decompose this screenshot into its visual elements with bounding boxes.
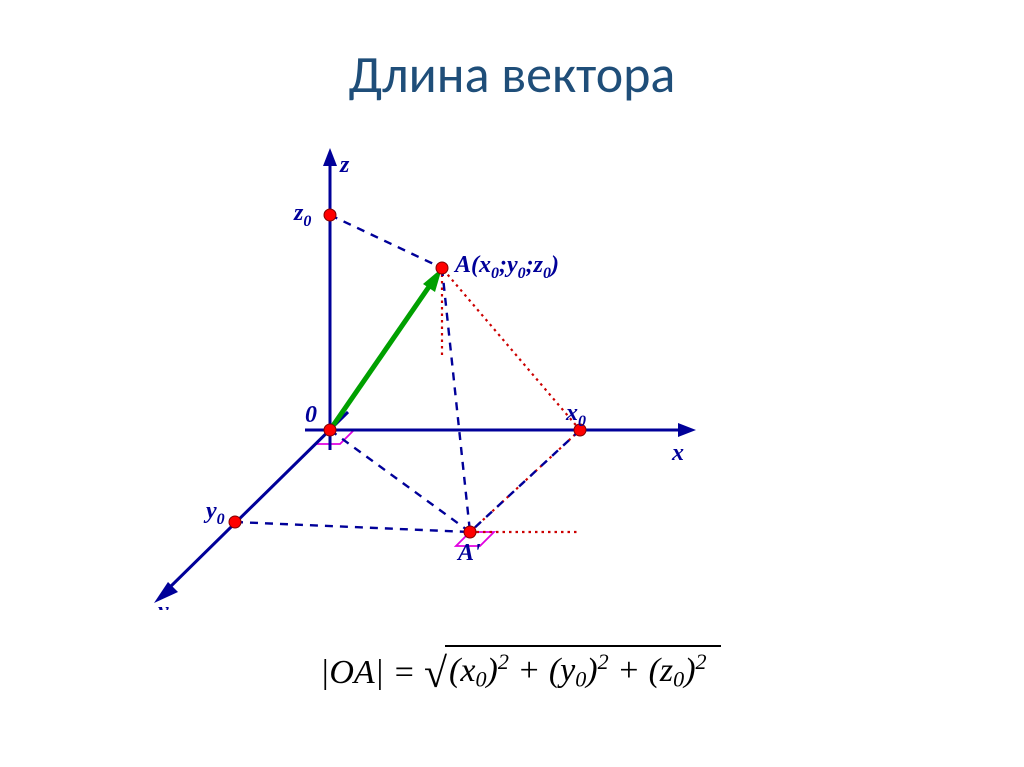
slide-title: Длина вектора — [0, 42, 1024, 106]
A-coords-label: A(x0;y0;z0) — [453, 252, 559, 282]
sqrt-symbol: √ — [424, 651, 447, 697]
dash-z0-A — [330, 215, 442, 268]
dotted-x0-up — [442, 268, 580, 430]
point-y0 — [229, 516, 241, 528]
vector-length-diagram: z x y 0 z0 x0 y0 A' A(x0;y0;z0) — [130, 140, 770, 610]
z-axis-label: z — [339, 152, 350, 178]
z-axis-arrow — [323, 148, 337, 166]
dash-y0-Aprime — [235, 522, 470, 532]
z0-label: z0 — [293, 200, 311, 230]
x0-label: x0 — [565, 400, 586, 430]
vector-OA — [330, 278, 435, 430]
y-axis-label: y — [155, 598, 169, 610]
point-A — [436, 262, 448, 274]
dash-x0-Aprime — [470, 430, 580, 532]
origin-label: 0 — [305, 402, 317, 428]
point-origin — [324, 424, 336, 436]
x-axis-label: x — [671, 440, 684, 466]
point-z0 — [324, 209, 336, 221]
point-Aprime — [464, 526, 476, 538]
formula-lhs: |OA| — [320, 654, 384, 691]
x-axis-arrow — [678, 423, 696, 437]
dash-A-Aprime — [442, 268, 470, 532]
sqrt-radicand: (x0)2 + (y0)2 + (z0)2 — [445, 645, 721, 693]
length-formula: |OA| = √ (x0)2 + (y0)2 + (z0)2 — [320, 645, 721, 698]
y0-label: y0 — [203, 498, 225, 528]
y-axis — [165, 412, 348, 592]
Aprime-label: A' — [456, 540, 481, 566]
dash-O-Aprime — [330, 430, 470, 532]
